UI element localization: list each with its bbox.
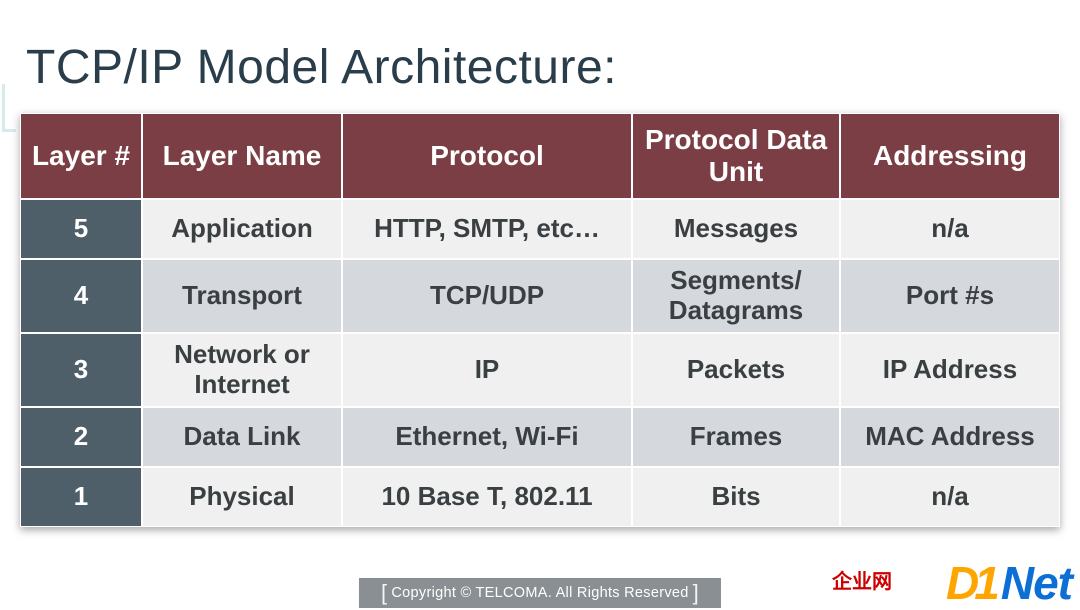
cell-layer_name: Transport [142,259,342,333]
cell-protocol: Ethernet, Wi-Fi [342,407,632,467]
cell-layer_name: Data Link [142,407,342,467]
cell-pdu: Messages [632,199,840,259]
slide: TCP/IP Model Architecture: Layer # Layer… [0,0,1080,608]
cell-addressing: MAC Address [840,407,1060,467]
cell-pdu: Segments/Datagrams [632,259,840,333]
cell-layer_num: 3 [20,333,142,407]
cell-layer_num: 1 [20,467,142,527]
col-header-layer-name: Layer Name [142,113,342,199]
col-header-pdu: Protocol Data Unit [632,113,840,199]
table-row: 5ApplicationHTTP, SMTP, etc…Messagesn/a [20,199,1060,259]
cell-pdu: Packets [632,333,840,407]
table-row: 2Data LinkEthernet, Wi-FiFramesMAC Addre… [20,407,1060,467]
cell-layer_name: Application [142,199,342,259]
cell-layer_num: 5 [20,199,142,259]
tcpip-model-table: Layer # Layer Name Protocol Protocol Dat… [20,113,1060,527]
watermark-net: Net [1001,556,1072,610]
cell-protocol: IP [342,333,632,407]
col-header-protocol: Protocol [342,113,632,199]
cell-pdu: Bits [632,467,840,527]
col-header-layer-num: Layer # [20,113,142,199]
col-header-addressing: Addressing [840,113,1060,199]
cell-addressing: n/a [840,467,1060,527]
cell-layer_name: Physical [142,467,342,527]
cell-pdu: Frames [632,407,840,467]
watermark-1: 1 [974,556,999,610]
table-row: 1Physical10 Base T, 802.11Bitsn/a [20,467,1060,527]
cell-protocol: HTTP, SMTP, etc… [342,199,632,259]
watermark-cn: 企业网 [832,565,892,594]
cell-addressing: n/a [840,199,1060,259]
watermark-logo: D 1 Net [946,556,1072,610]
decorative-corner [2,84,16,132]
table-row: 4TransportTCP/UDPSegments/DatagramsPort … [20,259,1060,333]
table-row: 3Network orInternetIPPacketsIP Address [20,333,1060,407]
bracket-right-icon: ] [689,580,703,606]
cell-protocol: 10 Base T, 802.11 [342,467,632,527]
cell-addressing: IP Address [840,333,1060,407]
cell-layer_name: Network orInternet [142,333,342,407]
cell-layer_num: 4 [20,259,142,333]
table-body: 5ApplicationHTTP, SMTP, etc…Messagesn/a4… [20,199,1060,527]
footer-bar: [ Copyright © TELCOMA. All Rights Reserv… [359,578,721,608]
table-head: Layer # Layer Name Protocol Protocol Dat… [20,113,1060,199]
cell-addressing: Port #s [840,259,1060,333]
cell-protocol: TCP/UDP [342,259,632,333]
page-title: TCP/IP Model Architecture: [26,40,1060,95]
cell-layer_num: 2 [20,407,142,467]
bracket-left-icon: [ [377,580,391,606]
footer-text: Copyright © TELCOMA. All Rights Reserved [391,585,688,601]
